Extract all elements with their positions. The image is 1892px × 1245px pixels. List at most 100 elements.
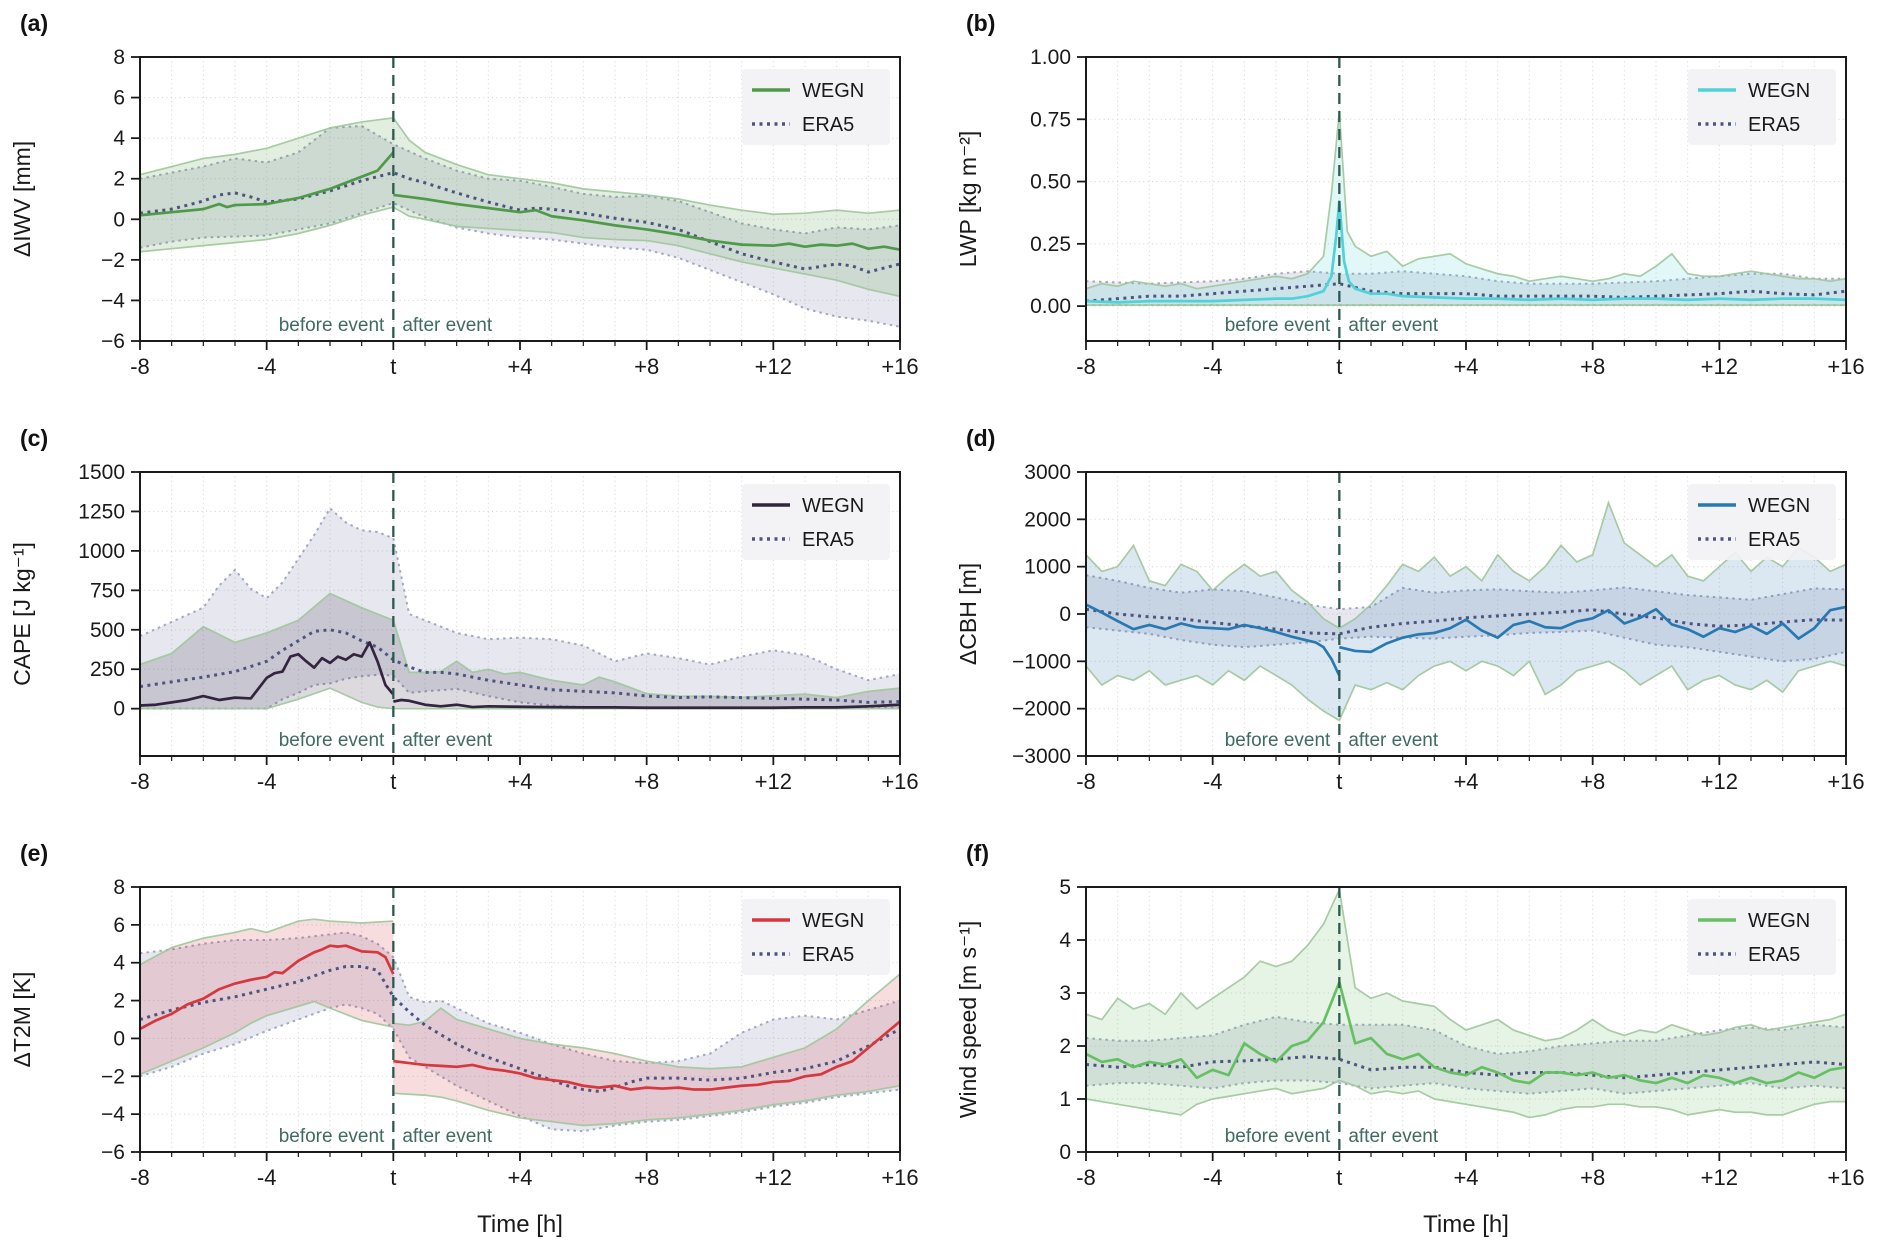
y-tick-label: 500	[90, 619, 125, 642]
e-wegn-band-edge-lo	[393, 1084, 901, 1127]
x-tick-label: +12	[1701, 769, 1738, 794]
x-tick-label: +12	[1701, 1165, 1738, 1190]
e-wegn-band-fill	[393, 974, 900, 1126]
legend-wegn-label: WEGN	[802, 910, 864, 932]
legend-era5-label: ERA5	[802, 114, 854, 136]
x-tick-label: +4	[507, 769, 532, 794]
y-tick-label: −6	[101, 1141, 125, 1164]
e-wegn-band-edge-hi	[393, 973, 901, 1070]
x-tick-label: -4	[1203, 1165, 1223, 1190]
legend-era5-label: ERA5	[1748, 944, 1800, 966]
y-tick-label: −3000	[1012, 745, 1071, 768]
c-wegn-band-fill	[140, 593, 900, 709]
d-era5-band-edge-lo	[1085, 626, 1847, 663]
x-tick-label: -8	[130, 769, 150, 794]
x-tick-label: +8	[1580, 354, 1605, 379]
panel-c: (c) before event after event -8 -4 t +4 +8 +12 +…	[0, 415, 946, 830]
y-tick-label: −2	[101, 249, 125, 272]
f-era5-band-edge-hi	[1085, 1015, 1847, 1055]
y-tick-label: 0	[113, 698, 125, 721]
x-tick-label: +4	[507, 1165, 532, 1190]
y-tick-label: −1000	[1012, 650, 1071, 673]
d-wegn-line	[1339, 605, 1847, 654]
a-era5-line	[139, 171, 901, 274]
legend-wegn-label: WEGN	[802, 495, 864, 517]
x-tick-label: -4	[257, 354, 277, 379]
y-tick-label: 1250	[78, 500, 125, 523]
a-era5-band-edge-hi	[139, 124, 901, 235]
legend-wegn-label: WEGN	[1748, 910, 1810, 932]
a-wegn-line	[393, 193, 901, 252]
y-tick-label: 1000	[1024, 556, 1071, 579]
x-tick-label: t	[1336, 354, 1342, 379]
d-era5-band-fill	[1086, 575, 1846, 662]
x-tick-label: +4	[1453, 769, 1478, 794]
x-tick-label: -8	[130, 1165, 150, 1190]
panel-b: (b) before event after event -8 -4 t +4 +8 +12 +…	[946, 0, 1892, 415]
y-tick-label: 750	[90, 579, 125, 602]
panel-label-d: (d)	[966, 425, 996, 451]
e-wegn-band-edge-hi	[139, 918, 394, 966]
e-era5-band-edge-lo	[139, 1003, 901, 1133]
a-wegn-band-fill	[140, 117, 900, 297]
y-tick-label: 2000	[1024, 508, 1071, 531]
y-axis-label: LWP [kg m⁻²]	[955, 131, 981, 268]
e-wegn-line	[393, 1020, 901, 1091]
x-tick-label: -4	[1203, 769, 1223, 794]
x-tick-label: -8	[130, 354, 150, 379]
y-tick-label: 6	[113, 87, 125, 110]
legend-box	[742, 484, 890, 560]
panel-label-e: (e)	[20, 840, 49, 866]
f-era5-band-fill	[1086, 1016, 1846, 1094]
after-event-label: after event	[1348, 730, 1438, 751]
y-tick-label: 8	[113, 876, 125, 899]
before-event-label: before event	[1225, 1126, 1331, 1147]
y-tick-label: 1000	[78, 540, 125, 563]
c-era5-band-edge-hi	[139, 506, 901, 682]
x-tick-label: +8	[634, 354, 659, 379]
y-tick-label: 0	[1059, 603, 1071, 626]
y-tick-label: 0.50	[1030, 171, 1071, 194]
y-tick-label: 0.00	[1030, 295, 1071, 318]
y-tick-label: −2000	[1012, 698, 1071, 721]
y-tick-label: 4	[113, 952, 125, 975]
d-wegn-line	[1085, 603, 1341, 677]
after-event-label: after event	[402, 315, 492, 336]
after-event-label: after event	[402, 730, 492, 751]
x-axis-label: Time [h]	[477, 1211, 563, 1238]
x-tick-label: +8	[1580, 769, 1605, 794]
x-tick-label: t	[390, 354, 396, 379]
legend-era5-label: ERA5	[802, 529, 854, 551]
d-wegn-band-fill	[1086, 502, 1846, 721]
f-era5-line	[1085, 1055, 1847, 1080]
e-wegn-band-fill	[140, 919, 394, 1075]
y-tick-label: 2	[113, 168, 125, 191]
panel-a: (a) before event after event -8 -4 t +4 +8 +12 +…	[0, 0, 946, 415]
legend-box	[742, 899, 890, 975]
x-tick-label: +12	[755, 1165, 792, 1190]
y-tick-label: 0	[113, 208, 125, 231]
y-tick-label: −4	[101, 289, 125, 312]
y-tick-label: 1500	[78, 461, 125, 484]
f-wegn-band-edge-hi	[1085, 886, 1847, 1042]
before-event-label: before event	[1225, 315, 1331, 336]
x-tick-label: +12	[755, 769, 792, 794]
y-tick-label: 250	[90, 658, 125, 681]
before-event-label: before event	[279, 315, 385, 336]
panel-label-a: (a)	[20, 10, 49, 36]
y-tick-label: 1	[1059, 1088, 1071, 1111]
chart-c: before event after event -8 -4 t +4 +8 +12 +16 0 2…	[9, 461, 919, 794]
after-event-label: after event	[1348, 1126, 1438, 1147]
x-tick-label: +8	[634, 1165, 659, 1190]
d-wegn-band-edge-hi	[1085, 500, 1847, 630]
d-era5-band-edge-hi	[1085, 574, 1847, 611]
f-wegn-band-edge-lo	[1085, 1079, 1846, 1119]
e-era5-band-fill	[140, 932, 900, 1132]
x-tick-label: +8	[1580, 1165, 1605, 1190]
y-axis-label: CAPE [J kg⁻¹]	[9, 542, 35, 686]
a-wegn-line	[139, 151, 395, 217]
chart-f: before event after event -8 -4 t +4 +8 +12 +16 0 1…	[955, 876, 1865, 1238]
panel-label-b: (b)	[966, 10, 996, 36]
y-tick-label: 0	[1059, 1141, 1071, 1164]
e-era5-line	[139, 965, 901, 1093]
